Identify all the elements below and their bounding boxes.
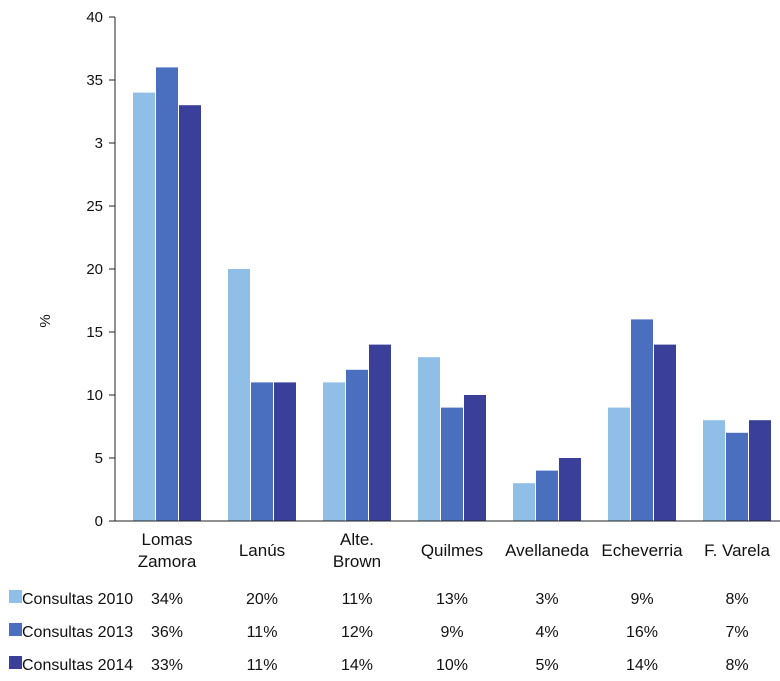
table-cell: 34% [151,591,183,608]
category-label: Echeverria [601,541,683,560]
y-tick-label: 0 [95,513,103,530]
table-cell: 9% [440,624,463,641]
category-label: Alte. [340,530,374,549]
table-cell: 11% [247,624,278,641]
bar [536,470,558,521]
bar [441,407,463,521]
legend-label: Consultas 2010 [22,591,133,608]
y-tick-label: 15 [86,324,103,341]
y-tick-label: 40 [86,9,103,26]
table-cell: 33% [151,657,183,674]
legend-swatch [9,590,22,603]
table-cell: 9% [630,591,653,608]
category-labels: Lomas Zamora Lanús Alte. Brown Quilmes Avellan… [138,530,771,571]
bar [513,483,535,521]
y-tick-label: 20 [86,261,103,278]
table-cell: 16% [626,624,658,641]
legend-label: Consultas 2014 [22,657,133,674]
bar [726,432,748,521]
table-cell: 7% [725,624,748,641]
bar [346,369,368,521]
category-label: Brown [333,552,381,571]
table-cell: 5% [535,657,558,674]
data-table: Consultas 2010 34% 20% 11% 13% 3% 9% 8% Consulta… [9,590,749,674]
bar [703,420,725,521]
y-axis-label: % [37,314,54,327]
table-cell: 4% [535,624,558,641]
bar [608,407,630,521]
category-label: Lanús [239,541,285,560]
bar [464,395,486,521]
bar [559,458,581,521]
category-label: F. Varela [704,541,770,560]
table-cell: 3% [535,591,558,608]
table-cell: 20% [246,591,278,608]
table-cell: 14% [626,657,658,674]
table-cell: 8% [725,591,748,608]
legend-label: Consultas 2013 [22,624,133,641]
table-cell: 36% [151,624,183,641]
bar [228,269,250,521]
table-cell: 14% [341,657,373,674]
legend-swatch [9,656,22,669]
y-tick-label: 5 [95,450,103,467]
table-cell: 11% [342,591,373,608]
y-tick-label: 35 [86,72,103,89]
bar [749,420,771,521]
bar [631,319,653,521]
category-label: Quilmes [421,541,483,560]
bar [369,344,391,521]
legend-swatch [9,623,22,636]
y-tick-label: 10 [86,387,103,404]
bar [156,67,178,522]
bar [274,382,296,521]
bar [323,382,345,521]
table-cell: 11% [247,657,278,674]
bar [418,357,440,521]
bar [179,105,201,521]
table-cell: 12% [341,624,373,641]
table-cell: 8% [725,657,748,674]
y-tick-label: 25 [86,198,103,215]
table-cell: 13% [436,591,468,608]
category-label: Zamora [138,552,197,571]
category-label: Lomas [141,530,192,549]
bar [251,382,273,521]
y-axis: 0 5 10 15 20 25 3 35 40 [86,9,116,530]
bar [133,92,155,521]
table-cell: 10% [436,657,468,674]
bar [654,344,676,521]
category-label: Avellaneda [505,541,589,560]
y-tick-label: 3 [95,135,103,152]
bars [133,67,771,522]
